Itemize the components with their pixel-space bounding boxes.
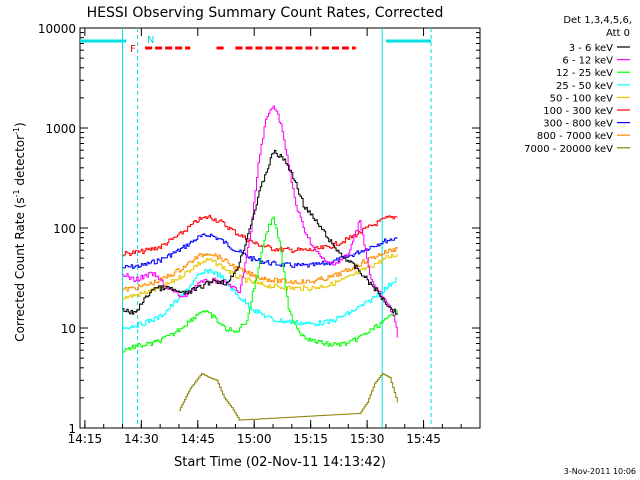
plot-frame — [79, 27, 481, 429]
legend-label-8: 7000 - 20000 keV — [524, 144, 613, 155]
flare-marker-label: F — [130, 44, 136, 55]
y-tick-label-2: 100 — [53, 222, 76, 236]
series-lines — [122, 105, 398, 421]
series-line-7 — [122, 247, 398, 292]
legend-label-1: 6 - 12 keV — [562, 56, 613, 67]
y-axis-label-sup1: -1 — [12, 189, 21, 197]
x-axis-ticks: 14:15 14:30 14:45 15:00 15:15 15:30 15:45 — [68, 28, 481, 446]
series-line-8 — [179, 373, 398, 421]
legend: Det 1,3,4,5,6, Att 0 3 - 6 keV 6 - 12 keV… — [524, 15, 632, 155]
legend-label-3: 25 - 50 keV — [556, 81, 613, 92]
y-axis-ticks: 1 10 100 1000 10000 — [38, 22, 480, 436]
x-tick-label-1: 14:30 — [124, 432, 159, 446]
legend-header-line1: Det 1,3,4,5,6, — [563, 15, 632, 26]
y-axis-label-sup2: -1 — [12, 127, 21, 135]
legend-label-6: 300 - 800 keV — [543, 119, 613, 130]
y-axis-label-main: Corrected Count Rate (s — [13, 197, 27, 341]
legend-label-0: 3 - 6 keV — [569, 43, 613, 54]
x-tick-label-5: 15:30 — [350, 432, 385, 446]
footer-date: 3-Nov-2011 10:06 — [564, 467, 636, 476]
flag-markers — [80, 39, 432, 50]
legend-header-line2: Att 0 — [606, 28, 630, 39]
legend-label-2: 12 - 25 keV — [556, 68, 613, 79]
series-line-3 — [122, 268, 398, 330]
y-axis-label: Corrected Count Rate (s-1 detector-1) — [12, 122, 27, 341]
x-tick-label-0: 14:15 — [68, 432, 103, 446]
x-axis-label: Start Time (02-Nov-11 14:13:42) — [174, 455, 386, 470]
x-tick-label-6: 15:45 — [406, 432, 441, 446]
orbit-boundary-lines — [122, 28, 432, 428]
chart-title: HESSI Observing Summary Count Rates, Cor… — [87, 5, 444, 21]
y-axis-label-end: ) — [13, 122, 27, 127]
legend-label-5: 100 - 300 keV — [543, 106, 613, 117]
y-tick-label-1: 10 — [61, 322, 76, 336]
y-axis-label-mid: detector — [13, 135, 27, 190]
series-line-0 — [122, 149, 398, 315]
legend-label-7: 800 - 7000 keV — [537, 131, 613, 142]
x-tick-label-3: 15:00 — [237, 432, 272, 446]
y-tick-label-3: 1000 — [45, 122, 76, 136]
legend-label-4: 50 - 100 keV — [550, 93, 614, 104]
series-line-2 — [122, 216, 398, 353]
series-line-4 — [122, 254, 398, 301]
x-tick-label-2: 14:45 — [180, 432, 215, 446]
y-tick-label-4: 10000 — [38, 22, 76, 36]
x-tick-label-4: 15:15 — [293, 432, 328, 446]
series-line-5 — [122, 214, 398, 257]
night-marker-label: N — [147, 35, 154, 46]
y-tick-label-0: 1 — [68, 422, 76, 436]
series-line-1 — [122, 105, 398, 338]
